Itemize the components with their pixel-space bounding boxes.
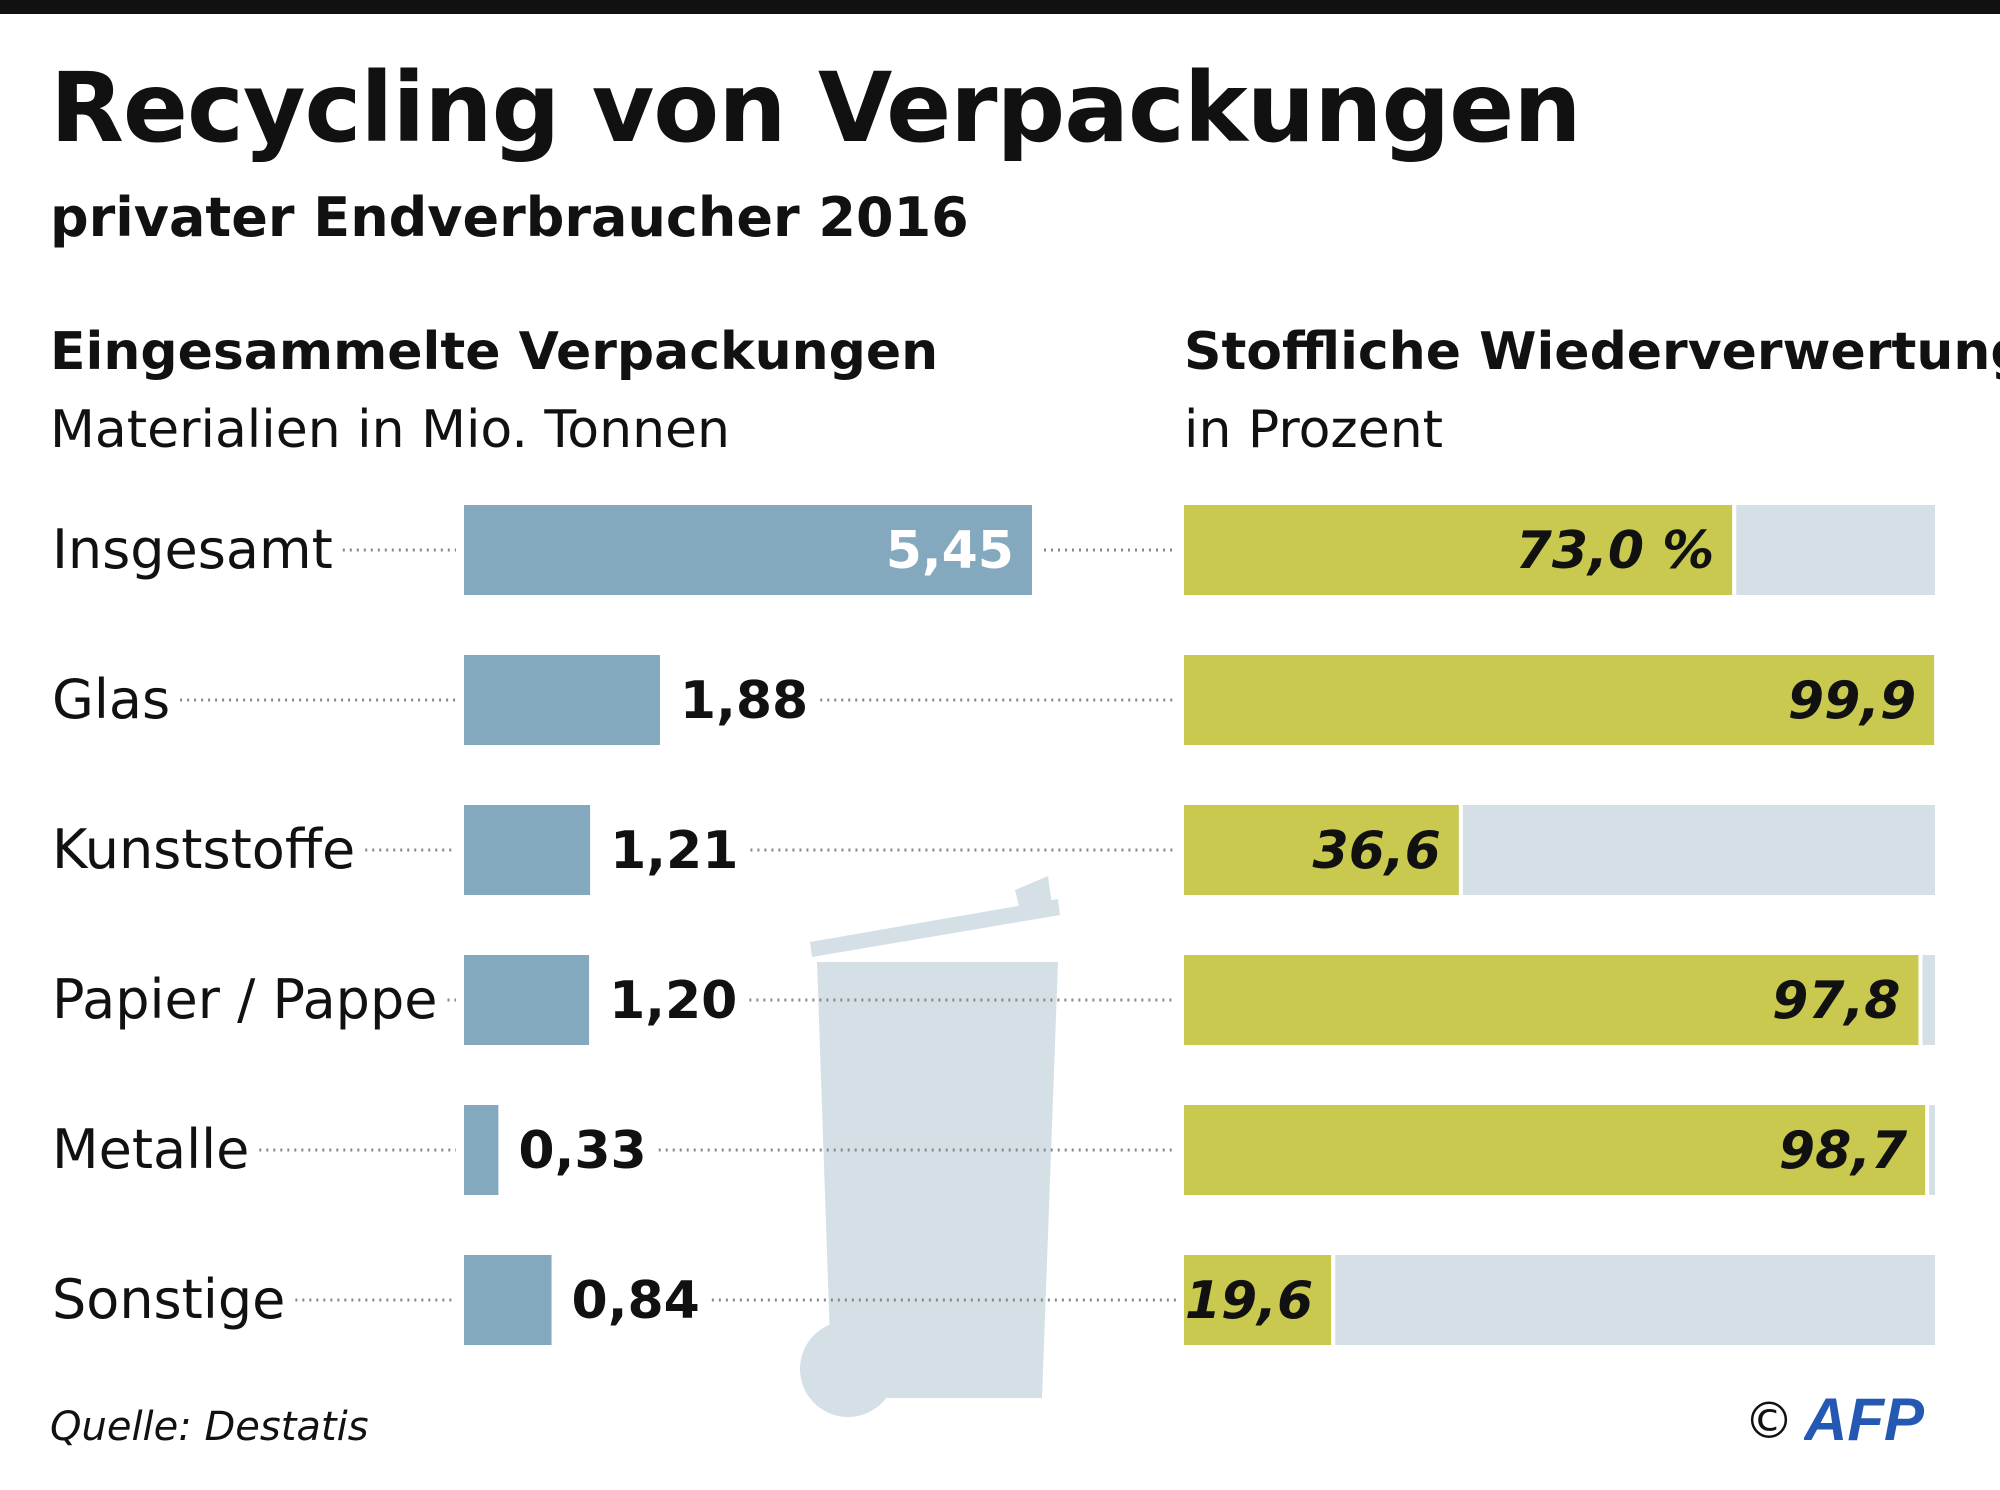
tonnage-value-label: 1,20 <box>609 971 737 1031</box>
tonnage-value-label: 1,21 <box>610 821 738 881</box>
tonnage-bar <box>464 1255 552 1345</box>
bin-lid-handle <box>1015 876 1052 906</box>
bar-separator <box>1732 505 1737 595</box>
bin-wheel <box>800 1321 896 1417</box>
tonnage-bar <box>464 1105 499 1195</box>
bar-separator <box>1458 805 1463 895</box>
recycled-share-bar <box>1184 955 1919 1045</box>
right-section-heading: Stoffliche Wiederverwertung <box>1184 322 2000 382</box>
recycling-value-label: 98,7 <box>1779 1121 1908 1181</box>
bar-separator <box>1925 1105 1930 1195</box>
top-rule <box>0 0 2000 14</box>
recycled-share-bar <box>1184 505 1733 595</box>
bar-separator <box>1331 1255 1336 1345</box>
tonnage-bar <box>464 505 1032 595</box>
tonnage-value-label: 1,88 <box>680 671 808 731</box>
recycling-value-label: 19,6 <box>1185 1271 1313 1331</box>
category-label: Glas <box>52 668 170 731</box>
tonnage-value-label: 0,33 <box>518 1121 646 1181</box>
recycled-share-bar <box>1184 655 1935 745</box>
recycled-share-bar <box>1184 1255 1332 1345</box>
category-label: Sonstige <box>52 1268 285 1331</box>
source-note: Quelle: Destatis <box>50 1404 369 1450</box>
afp-logo: AFP <box>1804 1388 1925 1452</box>
recycling-value-label: 97,8 <box>1772 971 1900 1031</box>
category-label: Papier / Pappe <box>52 968 437 1031</box>
recycling-value-label: 73,0 % <box>1516 521 1715 581</box>
svg-text:AFP: AFP <box>1804 1388 1925 1452</box>
chart-title: Recycling von Verpackungen <box>50 52 1582 164</box>
tonnage-value-label: 5,45 <box>886 521 1014 581</box>
tonnage-bar <box>464 955 590 1045</box>
trash-bin-illustration <box>800 876 1060 1417</box>
category-label: Insgesamt <box>52 518 333 581</box>
left-section-subheading: Materialien in Mio. Tonnen <box>50 400 730 460</box>
tonnage-bar <box>464 655 660 745</box>
recycled-share-bar <box>1184 1105 1926 1195</box>
category-label: Kunststoffe <box>52 818 355 881</box>
bar-separator <box>1934 655 1939 745</box>
category-label: Metalle <box>52 1118 249 1181</box>
copyright-symbol: © <box>1744 1392 1794 1450</box>
chart-subtitle: privater Endverbraucher 2016 <box>50 186 969 249</box>
bin-body <box>817 962 1058 1398</box>
tonnage-value-label: 0,84 <box>572 1271 700 1331</box>
tonnage-bar <box>464 805 591 895</box>
right-section-subheading: in Prozent <box>1184 400 1444 460</box>
recycling-value-label: 36,6 <box>1313 821 1441 881</box>
left-section-heading: Eingesammelte Verpackungen <box>50 322 939 382</box>
recycled-share-bar <box>1184 805 1459 895</box>
bin-lid <box>810 899 1060 957</box>
bar-separator <box>1918 955 1923 1045</box>
recycling-value-label: 99,9 <box>1788 671 1916 731</box>
